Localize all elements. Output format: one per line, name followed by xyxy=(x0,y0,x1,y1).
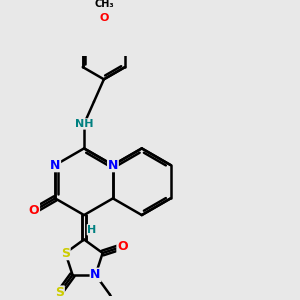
Text: H: H xyxy=(87,225,97,235)
Text: O: O xyxy=(117,240,128,253)
Text: N: N xyxy=(108,159,118,172)
Text: O: O xyxy=(99,13,109,23)
Text: S: S xyxy=(55,286,64,299)
Text: N: N xyxy=(90,268,101,281)
Text: NH: NH xyxy=(75,119,93,129)
Text: N: N xyxy=(50,159,60,172)
Text: O: O xyxy=(29,204,39,217)
Text: S: S xyxy=(61,247,70,260)
Text: CH₃: CH₃ xyxy=(94,0,114,9)
